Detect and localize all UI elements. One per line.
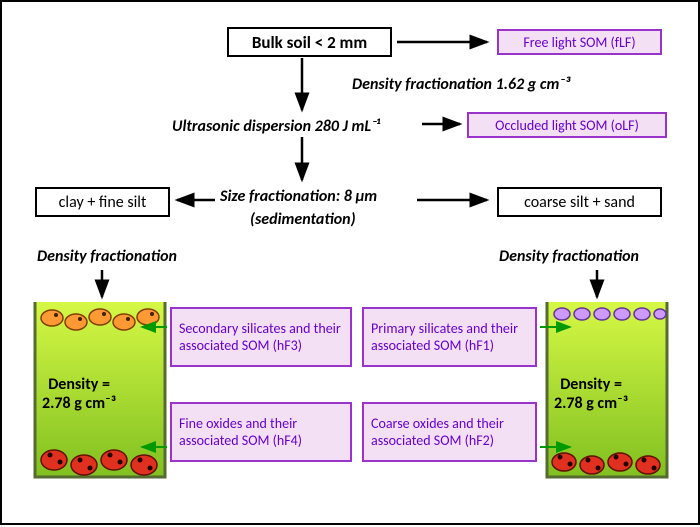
label-density-fractionation-right: Density fractionation: [499, 247, 639, 266]
label-ultrasonic-dispersion: Ultrasonic dispersion 280 J mL⁻¹: [172, 117, 381, 136]
label-density-right-line1: Density =: [554, 375, 628, 394]
label-density-right-line2: 2.78 g cm⁻³: [554, 394, 628, 413]
node-bulk-soil: Bulk soil < 2 mm: [227, 27, 392, 57]
node-hf2: Coarse oxides and their associated SOM (…: [362, 402, 537, 462]
label-density-fractionation-top: Density fractionation 1.62 g cm⁻³: [352, 75, 570, 94]
label-sedimentation: (sedimentation): [250, 210, 356, 229]
node-clay-fine-silt: clay + fine silt: [35, 187, 170, 217]
label-density-left: Density = 2.78 g cm⁻³: [42, 375, 116, 413]
label-density-fractionation-left: Density fractionation: [37, 247, 177, 266]
label-density-left-line1: Density =: [42, 375, 116, 394]
label-density-left-line2: 2.78 g cm⁻³: [42, 394, 116, 413]
node-coarse-silt-sand: coarse silt + sand: [497, 187, 662, 217]
label-size-fractionation: Size fractionation: 8 μm: [220, 187, 377, 206]
node-free-light-som: Free light SOM (fLF): [497, 29, 662, 55]
node-hf3: Secondary silicates and their associated…: [170, 307, 352, 367]
node-hf1: Primary silicates and their associated S…: [362, 307, 537, 367]
node-occluded-light-som: Occluded light SOM (oLF): [467, 112, 667, 138]
label-density-right: Density = 2.78 g cm⁻³: [554, 375, 628, 413]
node-hf4: Fine oxides and their associated SOM (hF…: [170, 402, 352, 462]
